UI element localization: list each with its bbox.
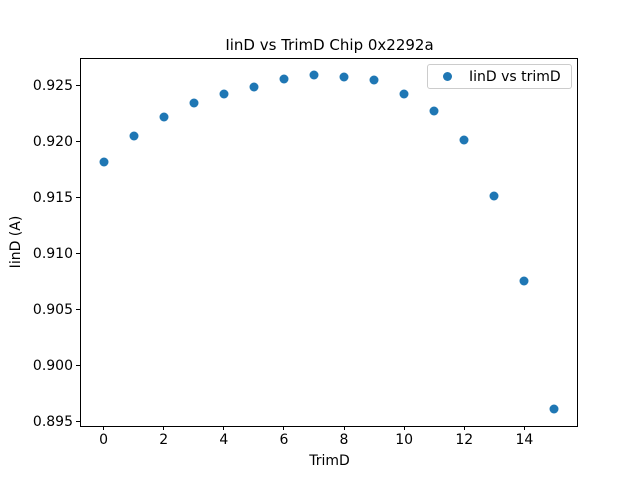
x-tick-label: 8 xyxy=(339,432,349,448)
y-tick-mark xyxy=(76,309,80,311)
legend-label: IinD vs trimD xyxy=(469,68,561,85)
data-point xyxy=(339,72,349,82)
y-tick-label: 0.920 xyxy=(32,133,73,150)
data-point xyxy=(309,70,319,80)
data-point xyxy=(369,75,379,85)
legend-marker-icon xyxy=(443,72,452,81)
y-tick-mark xyxy=(76,365,80,367)
data-point xyxy=(189,98,199,108)
y-tick-mark xyxy=(76,197,80,199)
plot-area xyxy=(80,58,578,427)
x-tick-label: 14 xyxy=(515,432,534,448)
x-tick-label: 2 xyxy=(159,432,169,448)
x-tick-mark xyxy=(403,426,405,430)
data-point xyxy=(159,112,169,122)
data-point xyxy=(549,404,559,414)
y-tick-label: 0.895 xyxy=(32,413,73,430)
data-point xyxy=(99,157,109,167)
data-point xyxy=(429,106,439,116)
y-tick-label: 0.915 xyxy=(32,189,73,206)
x-tick-label: 0 xyxy=(99,432,108,448)
data-point xyxy=(279,74,289,84)
legend: IinD vs trimD xyxy=(427,64,572,89)
x-tick-mark xyxy=(343,426,345,430)
y-tick-label: 0.925 xyxy=(32,77,73,94)
x-axis-label: TrimD xyxy=(309,453,350,469)
data-point xyxy=(519,276,529,286)
data-point xyxy=(489,191,499,201)
y-tick-mark xyxy=(76,85,80,87)
x-tick-label: 10 xyxy=(395,432,414,448)
data-point xyxy=(399,89,409,99)
x-tick-mark xyxy=(283,426,285,430)
data-point xyxy=(219,89,229,99)
x-tick-label: 4 xyxy=(219,432,229,448)
y-tick-mark xyxy=(76,253,80,255)
data-point xyxy=(249,82,259,92)
chart-title: IinD vs TrimD Chip 0x2292a xyxy=(225,36,434,54)
x-tick-mark xyxy=(103,426,105,430)
data-point xyxy=(459,135,469,145)
y-tick-mark xyxy=(76,141,80,143)
data-point xyxy=(129,131,139,141)
y-tick-label: 0.910 xyxy=(32,245,73,262)
x-tick-label: 12 xyxy=(455,432,474,448)
x-tick-mark xyxy=(163,426,165,430)
y-tick-label: 0.905 xyxy=(32,301,73,318)
x-tick-mark xyxy=(223,426,225,430)
x-tick-mark xyxy=(463,426,465,430)
x-tick-label: 6 xyxy=(279,432,289,448)
y-tick-label: 0.900 xyxy=(32,357,73,374)
x-tick-mark xyxy=(523,426,525,430)
y-tick-mark xyxy=(76,421,80,423)
